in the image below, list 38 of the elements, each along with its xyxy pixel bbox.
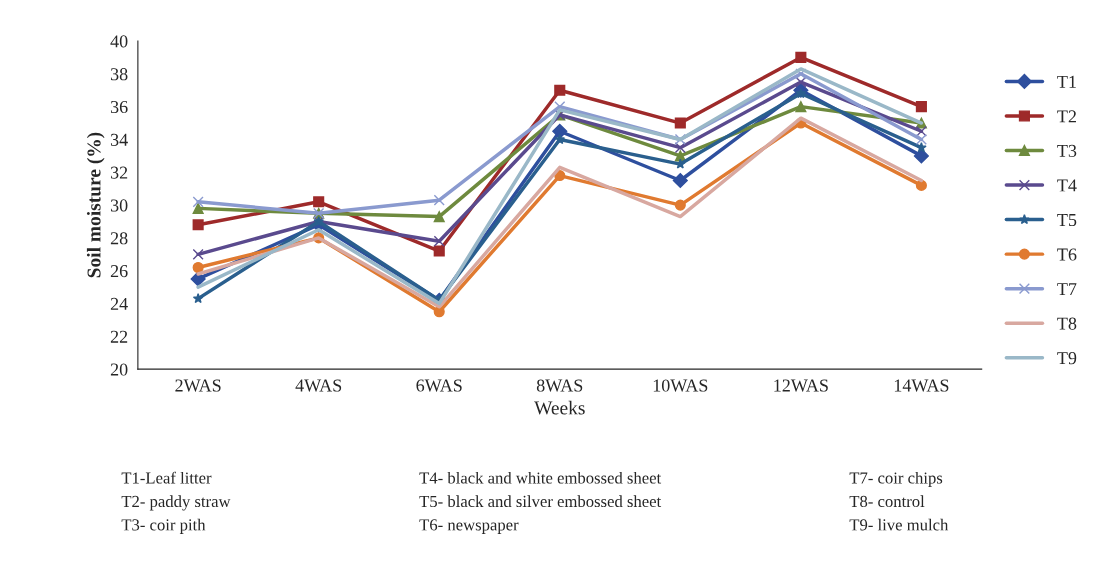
x-tick-label: 8WAS <box>536 379 583 392</box>
y-tick-label: 32 <box>110 166 128 179</box>
text: T3- coir pith <box>121 518 206 534</box>
y-tick-label: 26 <box>110 265 128 278</box>
legend-label: T7 <box>1057 283 1077 295</box>
x-tick-label: 2WAS <box>175 379 221 392</box>
y-tick-label: 20 <box>110 363 128 376</box>
x-tick-label: 4WAS <box>295 379 342 392</box>
y-tick-label: 36 <box>110 100 128 114</box>
text: T2- paddy straw <box>121 495 231 511</box>
x-tick-label: 6WAS <box>416 379 462 392</box>
text: T9- live mulch <box>849 518 949 531</box>
text: T6- newspaper <box>419 519 519 534</box>
x-tick-label: 12WAS <box>774 379 828 392</box>
y-tick-label: 24 <box>110 297 128 310</box>
y-axis-title: Soil moisture (%) <box>86 132 105 278</box>
legend-label: T2 <box>1057 110 1076 123</box>
legend-label: T3 <box>1057 144 1077 157</box>
text: T8- control <box>849 495 925 508</box>
legend-label: T9 <box>1057 352 1077 365</box>
legend-label: T1 <box>1057 75 1076 88</box>
y-tick-label: 28 <box>110 232 128 245</box>
text: T7- coir chips <box>849 471 943 487</box>
y-tick-label: 40 <box>110 35 128 48</box>
legend-label: T8 <box>1057 317 1077 330</box>
text: T4- black and white embossed sheet <box>419 471 662 484</box>
x-tick-label: 10WAS <box>653 379 708 392</box>
legend-label: T5 <box>1057 214 1077 227</box>
y-tick-label: 30 <box>110 199 128 212</box>
y-tick-label: 38 <box>110 68 128 81</box>
y-tick-label: 34 <box>110 133 128 146</box>
legend-label: T6 <box>1057 248 1077 261</box>
legend-label: T4 <box>1057 179 1077 192</box>
x-axis-title: Weeks <box>534 400 585 415</box>
y-tick-label: 22 <box>110 330 128 343</box>
text: T1-Leaf litter <box>121 471 212 484</box>
x-tick-label: 14WAS <box>894 379 949 392</box>
text: T5- black and silver embossed sheet <box>419 495 662 508</box>
